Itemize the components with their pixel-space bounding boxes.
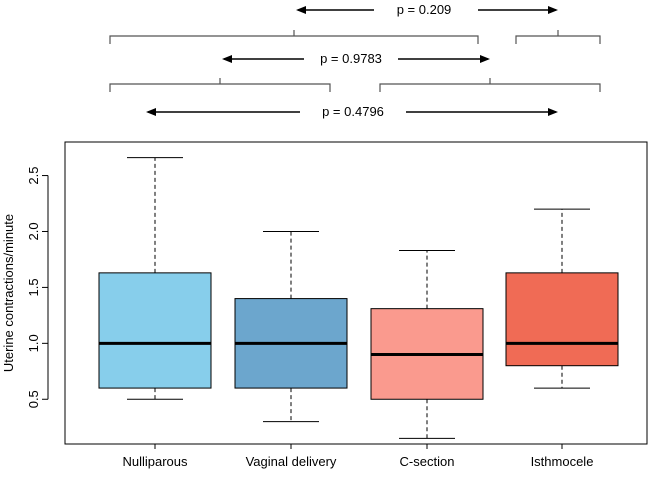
x-category-label: Isthmocele	[531, 454, 594, 469]
iqr-box	[98, 272, 212, 389]
p-value-label: p = 0.209	[397, 2, 452, 17]
p-value-label: p = 0.9783	[320, 51, 382, 66]
box-isthmocele	[505, 208, 619, 389]
y-axis: 0.5 1.0 1.5 2.0 2.5	[26, 167, 49, 408]
arrow-left-head	[222, 55, 232, 63]
iqr-box	[505, 272, 619, 367]
arrow-right-head	[548, 6, 558, 14]
arrow-right-head	[548, 108, 558, 116]
y-tick-label: 1.5	[26, 278, 41, 296]
boxes	[98, 157, 619, 439]
arrow-left-head	[146, 108, 156, 116]
box-c-section	[370, 249, 484, 439]
p-value-label: p = 0.4796	[322, 104, 384, 119]
x-axis-labels: Nulliparous Vaginal delivery C-section Isth…	[122, 444, 593, 469]
y-tick-label: 2.0	[26, 222, 41, 240]
x-category-label: Vaginal delivery	[246, 454, 337, 469]
x-category-label: Nulliparous	[122, 454, 188, 469]
box-nulliparous	[98, 157, 212, 400]
bracket-group-a	[109, 30, 479, 44]
arrow-right-head	[480, 55, 490, 63]
bracket-group-b	[515, 30, 601, 44]
y-axis-title: Uterine contractions/minute	[1, 214, 16, 372]
arrow-left-head	[296, 6, 306, 14]
comparison-0: p = 0.209	[109, 2, 601, 44]
y-tick-label: 1.0	[26, 334, 41, 352]
box-vaginal-delivery	[234, 230, 348, 423]
bracket-group-a	[109, 78, 331, 92]
y-tick-label: 2.5	[26, 167, 41, 185]
comparison-1: p = 0.9783	[109, 51, 601, 92]
comparison-2: p = 0.4796	[146, 104, 558, 119]
bracket-group-b	[379, 78, 601, 92]
x-category-label: C-section	[400, 454, 455, 469]
comparison-brackets: p = 0.209 p = 0.9783 p = 0.4796	[109, 2, 601, 119]
plot-frame	[64, 141, 648, 445]
y-tick-label: 0.5	[26, 390, 41, 408]
